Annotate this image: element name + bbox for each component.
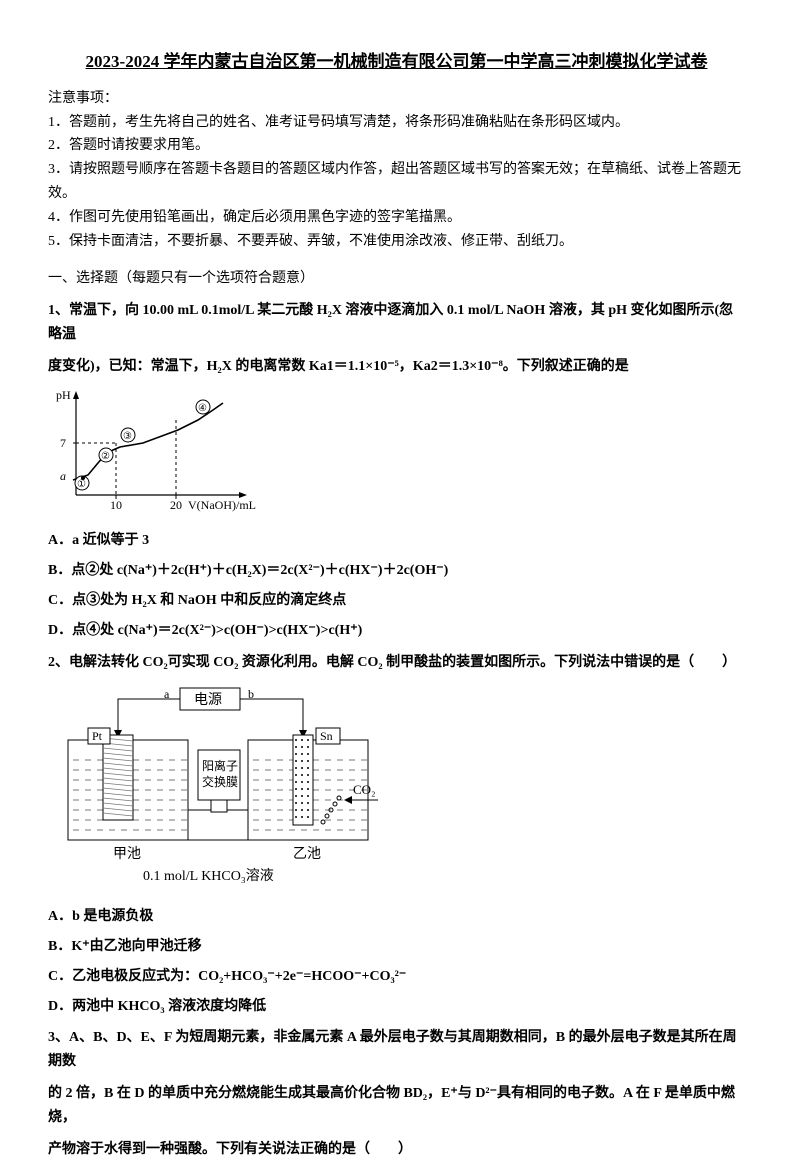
q2-diagram: 电源abPtSn阳离子交换膜CO₂甲池乙池0.1 mol/L KHCO₃溶液 [48,680,745,899]
q1-line1: 1、常温下，向 10.00 mL 0.1mol/L 某二元酸 H₂X 溶液中逐滴… [48,299,745,347]
svg-text:7: 7 [60,436,66,450]
q3-line3: 产物溶于水得到一种强酸。下列有关说法正确的是（ ） [48,1138,745,1161]
svg-text:0.1 mol/L KHCO₃溶液: 0.1 mol/L KHCO₃溶液 [143,868,274,884]
notice-5: 5．保持卡面清洁，不要折暴、不要弄破、弄皱，不准使用涂改液、修正带、刮纸刀。 [48,230,745,254]
svg-text:②: ② [101,451,110,462]
svg-text:10: 10 [110,498,122,512]
svg-text:V(NaOH)/mL: V(NaOH)/mL [188,498,256,512]
q1-opt-c: C．点③处为 H₂X 和 NaOH 中和反应的滴定终点 [48,589,745,613]
svg-text:Pt: Pt [92,729,103,743]
svg-text:④: ④ [198,403,207,414]
q1-opt-a: A．a 近似等于 3 [48,529,745,553]
svg-text:乙池: 乙池 [293,846,321,862]
q3-line2: 的 2 倍，B 在 D 的单质中充分燃烧能生成其最高价化合物 BD₂，E⁺与 D… [48,1082,745,1130]
q1-opt-d: D．点④处 c(Na⁺)＝2c(X²⁻)>c(OH⁻)>c(HX⁻)>c(H⁺) [48,619,745,643]
q1-chart: pH V(NaOH)/mL 7 a 10 20 ① ② ③ ④ [48,385,745,524]
q2-opt-d: D．两池中 KHCO₃ 溶液浓度均降低 [48,995,745,1019]
q1-opt-b: B．点②处 c(Na⁺)＋2c(H⁺)＋c(H₂X)＝2c(X²⁻)＋c(HX⁻… [48,559,745,583]
svg-text:阳离子: 阳离子 [202,758,238,773]
q2-text: 2、电解法转化 CO₂可实现 CO₂ 资源化利用。电解 CO₂ 制甲酸盐的装置如… [48,651,745,675]
q2-opt-c: C．乙池电极反应式为：CO₂+HCO₃⁻+2e⁻=HCOO⁻+CO₃²⁻ [48,965,745,989]
q2-opt-a: A．b 是电源负极 [48,905,745,929]
section-1-head: 一、选择题（每题只有一个选项符合题意） [48,267,745,291]
q3-line1: 3、A、B、D、E、F 为短周期元素，非金属元素 A 最外层电子数与其周期数相同… [48,1026,745,1074]
notice-3: 3．请按照题号顺序在答题卡各题目的答题区域内作答，超出答题区域书写的答案无效；在… [48,158,745,206]
notice-2: 2．答题时请按要求用笔。 [48,134,745,158]
svg-text:交换膜: 交换膜 [202,774,238,789]
svg-text:pH: pH [56,388,71,402]
svg-text:a: a [60,469,66,483]
q1-line2: 度变化)，已知：常温下，H₂X 的电离常数 Ka1＝1.1×10⁻⁵，Ka2＝1… [48,355,745,379]
q2-opt-b: B．K⁺由乙池向甲池迁移 [48,935,745,959]
svg-text:Sn: Sn [320,729,333,743]
svg-text:CO₂: CO₂ [353,782,376,797]
svg-text:③: ③ [123,431,132,442]
notice-4: 4．作图可先使用铅笔画出，确定后必须用黑色字迹的签字笔描黑。 [48,206,745,230]
svg-text:①: ① [77,479,86,490]
svg-text:20: 20 [170,498,182,512]
svg-text:甲池: 甲池 [113,846,141,862]
svg-text:电源: 电源 [194,692,222,708]
page-title: 2023-2024 学年内蒙古自治区第一机械制造有限公司第一中学高三冲刺模拟化学… [48,48,745,77]
notice-1: 1．答题前，考生先将自己的姓名、准考证号码填写清楚，将条形码准确粘贴在条形码区域… [48,111,745,135]
notice-head: 注意事项： [48,87,745,111]
